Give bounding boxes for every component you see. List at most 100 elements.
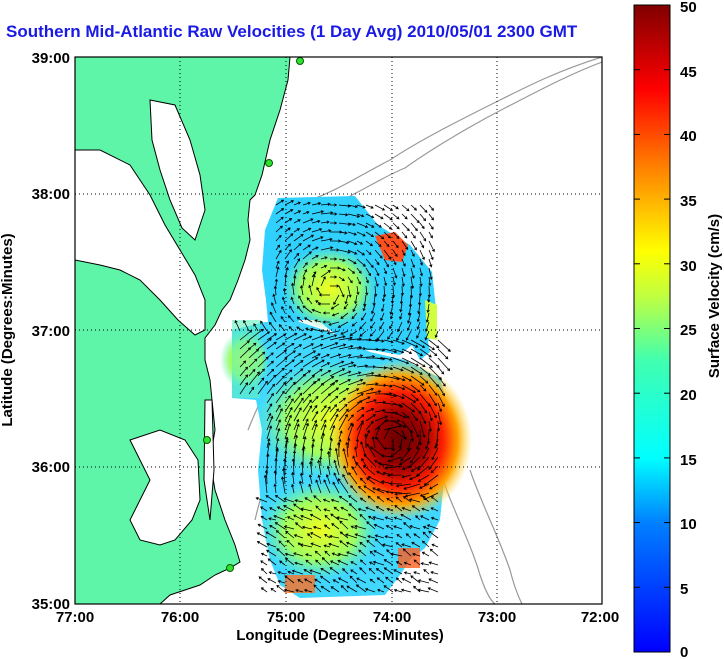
current-arrow [275,367,285,377]
current-arrow [311,359,325,368]
current-arrow [376,470,385,476]
current-arrow [410,258,415,269]
current-arrow [402,496,412,503]
current-arrow [356,267,362,274]
current-arrow [338,361,355,368]
current-arrow [346,551,358,557]
current-arrow [437,384,445,397]
current-arrow [330,275,338,279]
current-arrow [421,540,430,548]
current-arrow [311,353,321,359]
current-arrow [311,255,319,260]
current-arrow [347,267,356,274]
current-arrow [293,534,304,539]
current-arrow [365,506,376,512]
current-arrow [419,420,426,439]
current-arrow [320,419,327,431]
current-arrow [291,569,304,575]
current-arrow [437,366,445,375]
current-arrow [320,406,331,422]
current-arrow [410,366,423,375]
current-arrow [314,578,322,584]
current-arrow [329,368,346,377]
current-arrow [401,240,409,251]
current-arrow [302,418,309,431]
current-arrow [356,387,374,395]
current-arrow [273,483,277,494]
bays [75,99,215,546]
current-arrow [284,406,293,422]
colorbar-tick: 15 [680,452,697,469]
current-arrow [290,296,295,305]
current-arrow [423,568,430,575]
current-arrow [428,578,439,584]
current-arrow [300,514,313,521]
current-arrow [260,506,268,512]
current-arrow [275,357,288,368]
current-arrow [248,386,255,395]
current-arrow [374,538,385,548]
current-arrow [387,473,403,478]
current-arrow [293,386,301,395]
current-arrow [314,550,322,557]
current-arrow [298,295,304,305]
current-arrow [401,577,412,584]
y-axis-label: Latitude (Degrees:Minutes) [0,233,16,426]
current-arrow [266,383,275,395]
current-arrow [275,225,283,233]
current-arrow [302,343,314,350]
current-arrow [320,220,330,224]
current-arrow [401,411,410,419]
current-arrow [392,402,404,408]
current-arrow [311,246,319,251]
current-arrow [311,438,315,449]
current-arrow [302,218,314,224]
current-arrow [363,465,376,476]
current-arrow [399,303,403,313]
current-arrow [256,532,268,539]
current-arrow [367,535,376,539]
current-arrow [392,222,400,230]
current-arrow [350,485,358,494]
current-arrow [413,585,421,593]
current-arrow [331,552,340,557]
current-arrow [401,357,419,367]
current-arrow [350,561,358,566]
current-arrow [339,531,349,539]
colorbar-tick: 20 [680,387,697,404]
current-arrow [428,402,437,419]
current-arrow [291,471,295,485]
current-arrow [362,303,367,312]
current-arrow [374,231,385,240]
current-arrow [395,561,403,566]
current-arrow [393,569,403,575]
current-arrow [291,282,295,296]
current-arrow [352,303,358,313]
current-arrow [355,584,367,593]
current-arrow [434,438,439,450]
current-arrow [248,358,258,368]
current-arrow [347,513,358,521]
current-arrow [326,465,331,476]
current-arrow [337,478,349,494]
current-arrow [329,424,336,440]
current-arrow [311,423,318,440]
current-arrow [275,381,287,395]
current-arrow [410,231,416,239]
current-arrow [325,473,331,485]
current-arrow [320,276,326,287]
current-arrow [339,540,349,548]
current-arrow [424,330,430,341]
current-arrow [407,303,412,317]
current-arrow [302,380,317,395]
current-arrow [340,506,349,512]
current-arrow [311,410,319,422]
current-arrow [338,267,346,272]
current-arrow [422,525,430,530]
current-arrow [401,420,413,434]
current-arrow [293,258,300,269]
current-arrow [365,267,371,277]
current-arrow [311,263,318,269]
current-arrow [265,495,277,503]
current-arrow [374,204,386,211]
